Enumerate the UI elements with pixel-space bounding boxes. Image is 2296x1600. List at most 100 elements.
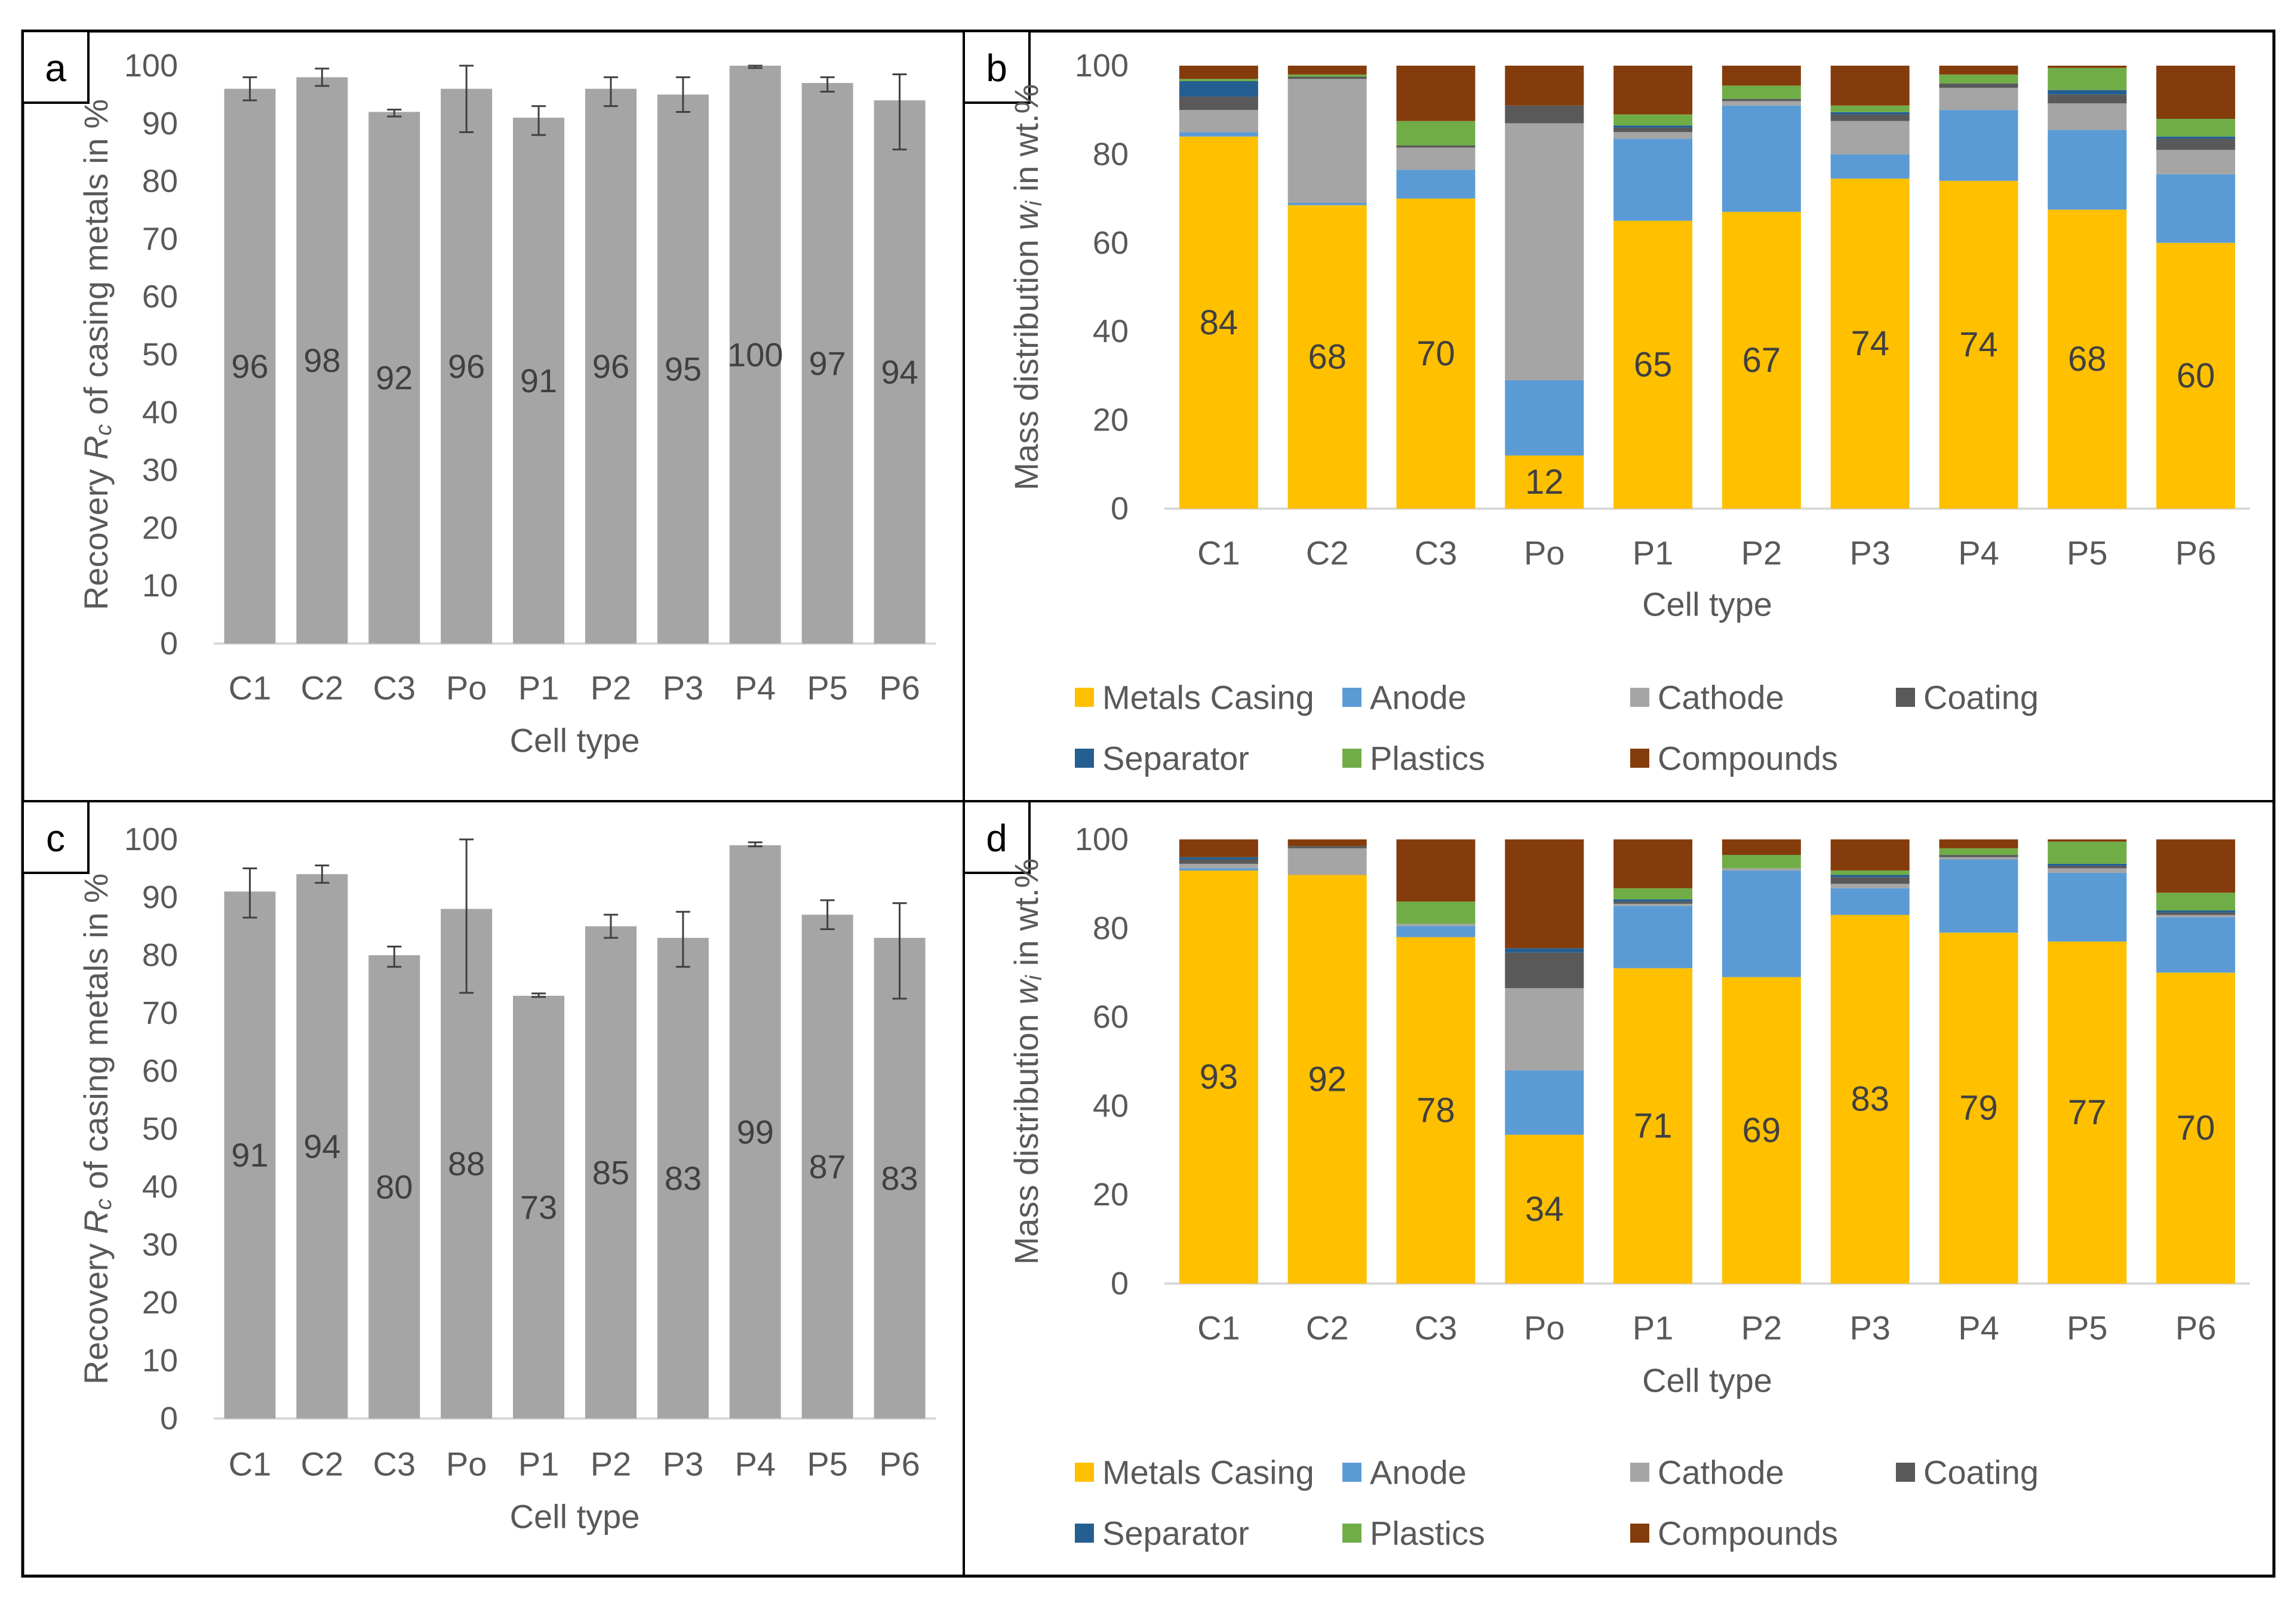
bar-segment-coating bbox=[1179, 859, 1258, 864]
data-label: 95 bbox=[665, 350, 702, 388]
bar-segment-metals-casing bbox=[1722, 977, 1801, 1284]
bar-segment-compounds bbox=[1830, 839, 1910, 871]
bar-segment-compounds bbox=[1613, 66, 1693, 115]
bar-segment-metals-casing bbox=[1939, 933, 2018, 1284]
bar-segment-cathode bbox=[1939, 857, 2018, 860]
legend-label: Metals Casing bbox=[1102, 1454, 1314, 1491]
legend-label: Metals Casing bbox=[1102, 679, 1314, 716]
data-label: 96 bbox=[231, 347, 268, 385]
panel-letter: a bbox=[45, 47, 66, 90]
x-tick-label: C3 bbox=[373, 1445, 416, 1483]
y-axis-label-part: in wt.% bbox=[1007, 84, 1045, 201]
x-tick-label: Po bbox=[446, 669, 487, 707]
x-tick-label: C2 bbox=[301, 669, 344, 707]
bar-segment-plastics bbox=[2156, 893, 2236, 911]
bar-segment-anode bbox=[1179, 868, 1258, 871]
x-tick-label: Po bbox=[1524, 534, 1565, 572]
panel-letter: d bbox=[986, 817, 1007, 860]
legend-swatch bbox=[1630, 688, 1649, 707]
x-tick-label: C1 bbox=[1197, 534, 1240, 572]
bar-Po bbox=[441, 909, 493, 1419]
x-tick-label: P4 bbox=[735, 669, 776, 707]
data-label: 91 bbox=[520, 362, 557, 399]
bar-segment-metals-casing bbox=[2156, 973, 2236, 1284]
bar-segment-cathode bbox=[1613, 903, 1693, 906]
x-tick-label: P2 bbox=[591, 669, 632, 707]
bar-segment-plastics bbox=[1722, 855, 1801, 869]
data-label: 79 bbox=[1959, 1089, 1998, 1128]
bar-segment-compounds bbox=[1505, 66, 1584, 106]
bar-segment-plastics bbox=[1830, 870, 1910, 875]
bar-segment-anode bbox=[1613, 139, 1693, 221]
data-label: 83 bbox=[665, 1159, 702, 1197]
bar-segment-metals-casing bbox=[1939, 180, 2018, 509]
chart-d: 0 20 40 60 80 100 C1 C2 C3 Po P1 P2 P3 P4 P5 P6 Cell typ… bbox=[1007, 821, 2250, 1552]
x-tick-label: P3 bbox=[663, 1445, 704, 1483]
y-tick-label: 30 bbox=[142, 453, 178, 488]
legend-swatch bbox=[1896, 688, 1915, 707]
bar-segment-compounds bbox=[1939, 839, 2018, 848]
bar-segment-anode bbox=[1505, 380, 1584, 456]
data-label: 100 bbox=[727, 336, 783, 374]
x-tick-label: C1 bbox=[229, 1445, 272, 1483]
bar-segment-plastics bbox=[1396, 121, 1476, 146]
bar-segment-coating bbox=[1396, 145, 1476, 148]
legend-label: Separator bbox=[1102, 1515, 1249, 1552]
bar-P1 bbox=[513, 995, 565, 1419]
bar-segment-separator bbox=[1613, 899, 1693, 902]
bar-C1 bbox=[224, 891, 276, 1419]
bar-segment-separator bbox=[1613, 125, 1693, 128]
y-tick-label: 0 bbox=[160, 626, 178, 661]
bar-segment-cathode bbox=[1396, 924, 1476, 927]
y-axis-label-subscript: i bbox=[1022, 200, 1047, 206]
bar-Po bbox=[441, 88, 493, 644]
bar-segment-compounds bbox=[2156, 839, 2236, 893]
x-tick-label: C2 bbox=[1306, 1309, 1349, 1347]
bar-segment-separator bbox=[1179, 81, 1258, 97]
data-label: 99 bbox=[737, 1113, 774, 1150]
bar-segment-compounds bbox=[2156, 66, 2236, 119]
legend-label: Anode bbox=[1370, 679, 1467, 716]
y-axis-label: Recovery Rc of casing metals in % bbox=[77, 99, 117, 610]
bar-segment-cathode bbox=[1830, 121, 1910, 155]
x-tick-label: P1 bbox=[1633, 1309, 1674, 1347]
bar-P2 bbox=[585, 926, 637, 1419]
bar-segment-metals-casing bbox=[1830, 179, 1910, 509]
bar-segment-compounds bbox=[1613, 839, 1693, 888]
bar-segment-cathode bbox=[1179, 863, 1258, 869]
panel-letter-box bbox=[21, 800, 90, 874]
legend-swatch bbox=[1342, 688, 1361, 707]
bar-segment-cathode bbox=[1287, 79, 1367, 204]
bar-segment-anode bbox=[1287, 203, 1367, 205]
bar-segment-plastics bbox=[2048, 67, 2127, 90]
bar-segment-cathode bbox=[1613, 132, 1693, 139]
bar-segment-anode bbox=[2048, 130, 2127, 210]
legend-label: Plastics bbox=[1370, 1515, 1485, 1552]
bar-segment-coating bbox=[1939, 83, 2018, 88]
bar-segment-anode bbox=[1613, 906, 1693, 968]
x-axis-label: Cell type bbox=[510, 1498, 640, 1536]
bar-segment-compounds bbox=[1505, 839, 1584, 949]
bar-segment-plastics bbox=[1830, 105, 1910, 112]
y-tick-label: 0 bbox=[1111, 1266, 1129, 1301]
panel-letter-box bbox=[963, 800, 1031, 874]
bar-segment-plastics bbox=[1613, 888, 1693, 900]
legend-label: Separator bbox=[1102, 740, 1249, 777]
bar-segment-anode bbox=[1396, 926, 1476, 937]
y-axis-label: Mass distribution wi in wt.% bbox=[1007, 859, 1047, 1265]
bar-segment-coating bbox=[2156, 912, 2236, 915]
x-tick-label: C2 bbox=[301, 1445, 344, 1483]
x-axis-label: Cell type bbox=[510, 722, 640, 759]
x-tick-label: P5 bbox=[807, 669, 848, 707]
y-axis-label-subscript: c bbox=[91, 1199, 116, 1210]
y-tick-label: 90 bbox=[142, 106, 178, 141]
bar-segment-metals-casing bbox=[1287, 875, 1367, 1284]
bar-segment-anode bbox=[2156, 174, 2236, 243]
chart-b: 0 20 40 60 80 100 C1 C2 C3 Po P1 P2 P3 P4 P5 P6 Cell typ… bbox=[1007, 48, 2250, 777]
data-label: 98 bbox=[303, 341, 340, 379]
bar-P3 bbox=[657, 94, 709, 644]
bar-segment-separator bbox=[1179, 857, 1258, 860]
bar-C3 bbox=[368, 112, 420, 644]
bar-segment-compounds bbox=[1722, 839, 1801, 856]
data-label: 84 bbox=[1200, 303, 1238, 342]
